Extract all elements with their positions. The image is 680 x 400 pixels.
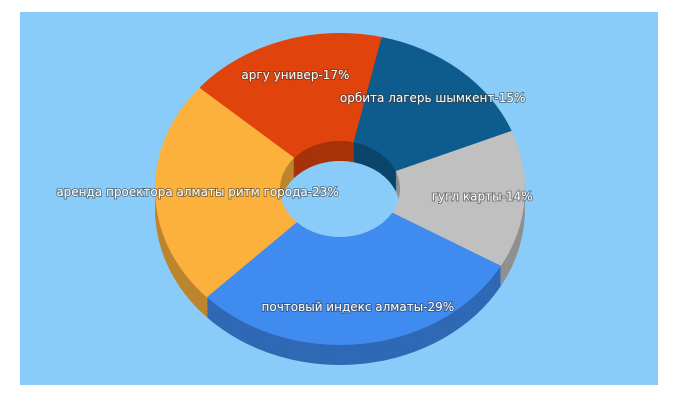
data-label: аренда проектора алматы ритм города-23% (56, 185, 338, 199)
slice (206, 212, 501, 345)
slice (353, 36, 512, 172)
data-label: аргу универ-17% (241, 68, 349, 82)
slice (155, 87, 297, 298)
data-label: орбита лагерь шымкент-15% (340, 91, 526, 105)
data-label: гугл карты-14% (432, 189, 533, 203)
slice (392, 130, 525, 266)
data-label: почтовый индекс алматы-29% (262, 300, 455, 314)
slice (199, 33, 382, 158)
